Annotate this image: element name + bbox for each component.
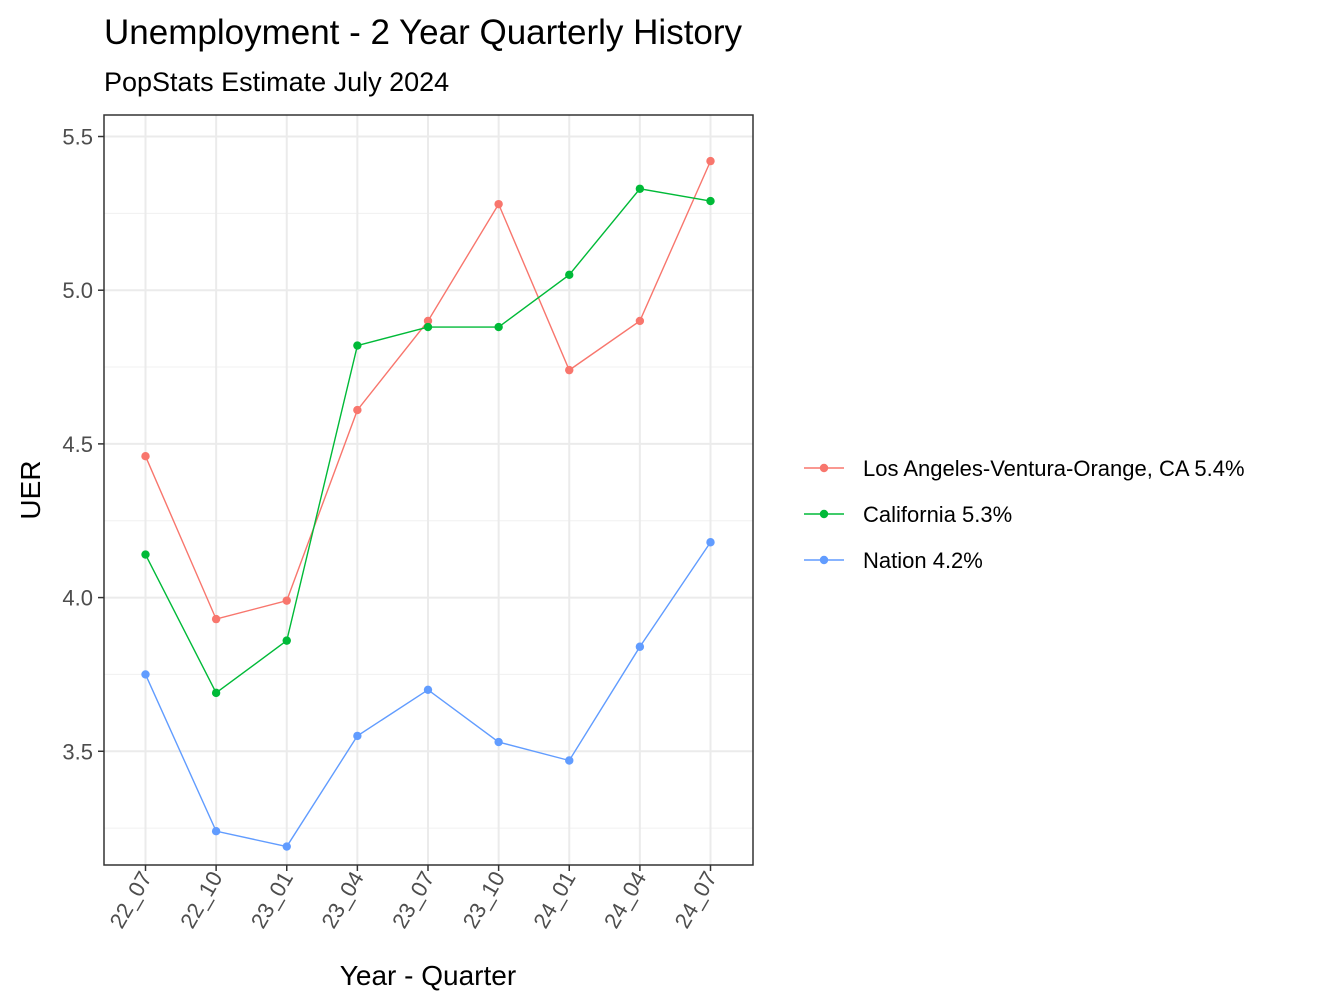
- x-tick-label: 23_10: [458, 867, 510, 932]
- series-3: [141, 538, 715, 851]
- x-tick-label: 23_07: [387, 867, 439, 932]
- x-tick-label: 24_01: [528, 867, 580, 932]
- legend: Los Angeles-Ventura-Orange, CA 5.4% Calif…: [804, 456, 1245, 573]
- series-1: [141, 156, 715, 624]
- data-point: [635, 642, 645, 651]
- data-point: [141, 670, 150, 679]
- data-point: [141, 550, 150, 559]
- legend-item-3: Nation 4.2%: [804, 548, 983, 573]
- data-point: [565, 270, 574, 280]
- data-point: [494, 322, 503, 332]
- x-tick-label: 23_04: [316, 867, 368, 932]
- legend-label: Los Angeles-Ventura-Orange, CA 5.4%: [863, 456, 1245, 481]
- y-tick-label: 4.0: [62, 586, 93, 611]
- data-point: [211, 614, 221, 624]
- legend-key-point: [819, 555, 829, 565]
- x-axis-title: Year - Quarter: [340, 960, 516, 991]
- series-2: [141, 184, 715, 698]
- data-point: [706, 538, 715, 547]
- data-point: [282, 596, 291, 605]
- y-tick-label: 4.5: [62, 432, 93, 457]
- legend-item-1: Los Angeles-Ventura-Orange, CA 5.4%: [804, 456, 1245, 481]
- data-point: [282, 636, 291, 645]
- legend-label: Nation 4.2%: [863, 548, 983, 573]
- y-tick-label: 3.5: [62, 739, 93, 764]
- legend-item-2: California 5.3%: [804, 502, 1012, 527]
- chart-subtitle: PopStats Estimate July 2024: [104, 67, 449, 97]
- y-axis-title: UER: [15, 460, 46, 519]
- x-tick-label: 23_01: [246, 867, 298, 932]
- data-point: [423, 685, 433, 694]
- data-point: [423, 316, 433, 326]
- x-tick-label: 22_10: [175, 867, 227, 932]
- data-point: [635, 184, 645, 193]
- data-point: [565, 756, 574, 765]
- legend-label: California 5.3%: [863, 502, 1012, 527]
- data-point: [565, 365, 574, 375]
- legend-key-point: [819, 463, 829, 473]
- x-tick-label: 22_07: [105, 867, 157, 932]
- data-point: [494, 199, 503, 209]
- grid-lines: [104, 115, 753, 865]
- data-point: [353, 731, 362, 741]
- data-point: [423, 322, 433, 332]
- data-point: [706, 156, 715, 166]
- data-point: [282, 842, 291, 851]
- data-point: [211, 826, 221, 836]
- data-point: [494, 737, 503, 747]
- x-tick-label: 24_04: [599, 867, 651, 932]
- data-point: [635, 316, 645, 326]
- y-tick-label: 5.5: [62, 125, 93, 150]
- data-point: [353, 405, 362, 415]
- data-point: [353, 341, 362, 350]
- series-layer: [141, 156, 715, 851]
- data-point: [141, 451, 150, 461]
- data-point: [211, 688, 221, 698]
- x-tick-label: 24_07: [670, 867, 722, 932]
- chart-title: Unemployment - 2 Year Quarterly History: [104, 13, 743, 52]
- data-point: [706, 196, 715, 206]
- legend-key-point: [819, 509, 829, 519]
- y-tick-label: 5.0: [62, 278, 93, 303]
